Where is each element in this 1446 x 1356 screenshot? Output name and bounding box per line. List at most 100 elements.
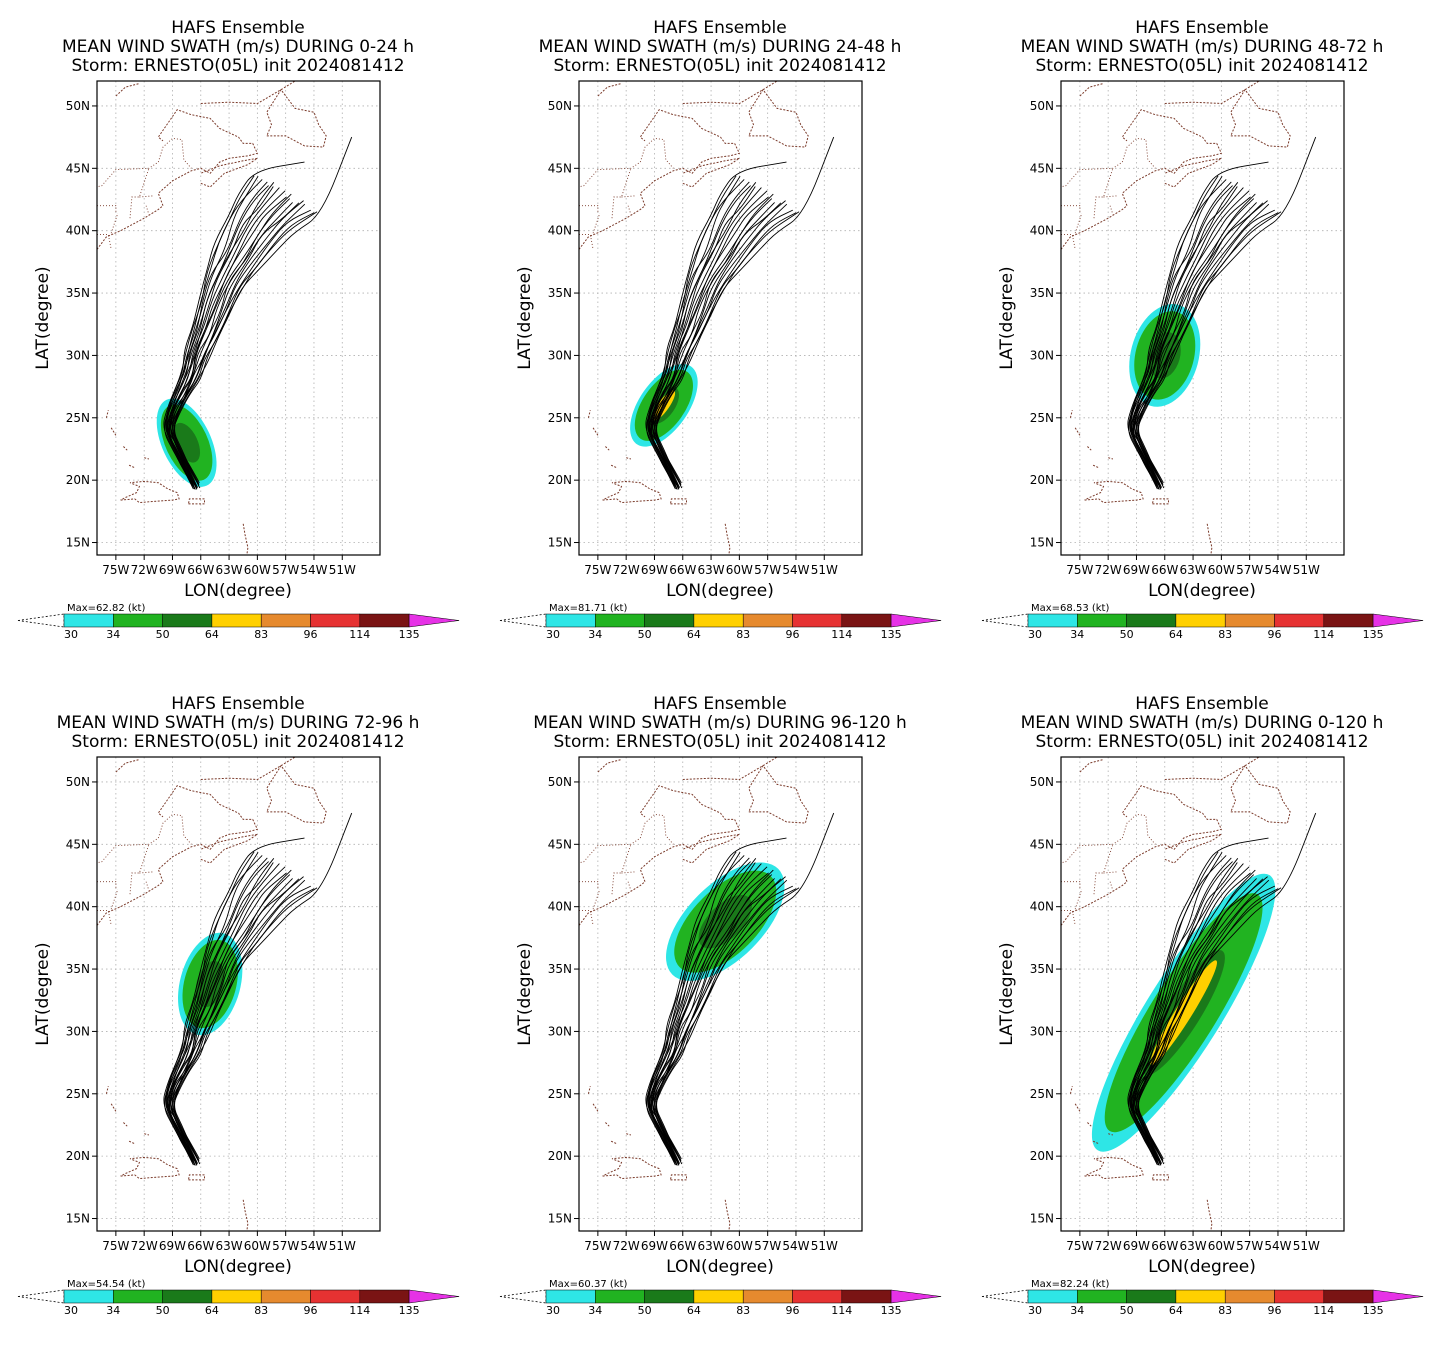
state-line: [579, 233, 594, 250]
panel-subtitle: MEAN WIND SWATH (m/s) DURING 0-24 h: [62, 37, 414, 57]
coastline: [200, 757, 296, 781]
state-line: [110, 889, 119, 910]
colorbar-tick-label: 50: [638, 628, 652, 641]
colorbar-high-extension: [1372, 1289, 1424, 1304]
y-axis-label: LAT(degree): [997, 266, 1017, 369]
state-line: [1061, 233, 1076, 250]
coastlines: [97, 757, 327, 1230]
colorbar-bin-5: [742, 613, 793, 628]
colorbar: 30 34 50 64 83 96 114 135 Max=62.82 (kt): [17, 603, 460, 641]
lon-tick-label: 60W: [1208, 1239, 1235, 1253]
colorbar-bin-5: [260, 613, 311, 628]
lon-tick-label: 66W: [1151, 1239, 1178, 1253]
coastline: [1152, 1174, 1169, 1181]
panel-suptitle: HAFS Ensemble: [653, 694, 786, 714]
colorbar-tick-label: 34: [1070, 628, 1084, 641]
colorbar-tick-label: 50: [1120, 1304, 1134, 1317]
coastline: [1164, 81, 1260, 105]
lat-tick-label: 50N: [548, 775, 572, 789]
coastlines: [1061, 757, 1291, 1230]
coastline: [188, 1174, 205, 1181]
coastline: [1061, 785, 1223, 926]
track-line: [654, 209, 793, 486]
lon-tick-label: 60W: [244, 1239, 271, 1253]
colorbar-low-extension: [17, 1289, 65, 1304]
colorbar-tick-label: 34: [588, 628, 602, 641]
map-area: [97, 757, 380, 1231]
colorbar-bin-5: [1224, 613, 1275, 628]
lon-tick-label: 54W: [300, 563, 327, 577]
lat-tick-label: 40N: [548, 224, 572, 238]
map-area: [579, 757, 862, 1231]
panel-subtitle: MEAN WIND SWATH (m/s) DURING 96-120 h: [533, 713, 907, 733]
coastline: [1164, 833, 1222, 864]
track-line: [650, 190, 768, 486]
panel-subtitle: MEAN WIND SWATH (m/s) DURING 72-96 h: [57, 713, 420, 733]
colorbar-tick-label: 83: [254, 1304, 268, 1317]
lon-tick-label: 69W: [1123, 1239, 1150, 1253]
colorbar-bin-2: [595, 613, 645, 628]
track-line: [655, 211, 800, 484]
state-line: [621, 195, 636, 198]
map-grid: [97, 81, 380, 555]
state-line: [1074, 213, 1083, 234]
lat-tick-label: 30N: [66, 348, 90, 362]
map-frame: [578, 80, 863, 556]
lon-tick-label: 69W: [159, 563, 186, 577]
colorbar-tick-label: 114: [831, 1304, 852, 1317]
colorbar-tick-label: 96: [786, 628, 800, 641]
lon-tick-label: 51W: [329, 563, 356, 577]
state-line: [145, 881, 150, 891]
coastline: [266, 764, 327, 824]
ensemble-tracks: [645, 812, 835, 1166]
lon-tick-label: 57W: [754, 1239, 781, 1253]
lon-tick-label: 63W: [697, 1239, 724, 1253]
lat-tick-label: 35N: [1030, 286, 1054, 300]
x-axis-label: LON(degree): [184, 581, 292, 601]
lon-tick-label: 51W: [329, 1239, 356, 1253]
coastline: [748, 764, 809, 824]
coastline: [188, 498, 205, 505]
colorbar-tick-label: 96: [1268, 1304, 1282, 1317]
coastline-bahamas: [1074, 1103, 1081, 1112]
lat-tick-label: 45N: [66, 161, 90, 175]
colorbar-tick-label: 135: [881, 628, 902, 641]
colorbar-bin-4: [211, 613, 262, 628]
state-line: [97, 205, 117, 212]
track-line: [1133, 872, 1251, 1165]
state-line: [139, 195, 154, 198]
colorbar-tick-label: 34: [106, 1304, 120, 1317]
state-line: [129, 168, 150, 219]
lat-tick-label: 30N: [66, 1024, 90, 1038]
colorbar-high-extension: [1372, 613, 1424, 628]
coastline: [242, 523, 249, 554]
track-line: [651, 196, 769, 489]
colorbar-tick-label: 83: [736, 628, 750, 641]
lat-tick-label: 20N: [1030, 473, 1054, 487]
lon-tick-label: 57W: [1236, 1239, 1263, 1253]
colorbar-bin-3: [644, 1289, 695, 1304]
colorbar-tick-label: 30: [546, 1304, 560, 1317]
map-frame: [578, 756, 863, 1232]
state-line: [579, 205, 599, 212]
lon-tick-label: 75W: [584, 1239, 611, 1253]
colorbar-bin-3: [162, 1289, 213, 1304]
track-line: [1137, 887, 1282, 1160]
coastline-bahamas: [626, 457, 632, 460]
state-line: [97, 881, 117, 888]
lon-tick-label: 60W: [1208, 563, 1235, 577]
lat-tick-label: 25N: [548, 411, 572, 425]
lat-tick-label: 20N: [66, 1149, 90, 1163]
coastline-bahamas: [123, 446, 128, 451]
lon-tick-label: 75W: [584, 563, 611, 577]
state-line: [1109, 881, 1114, 891]
coastline: [115, 759, 140, 773]
coastline-bahamas: [110, 427, 117, 436]
state-line: [1061, 205, 1081, 212]
state-line: [139, 871, 154, 874]
coastline-bahamas: [144, 1133, 150, 1136]
colorbar-tick-label: 114: [349, 628, 370, 641]
colorbar-bin-6: [1274, 613, 1325, 628]
coastline: [670, 1174, 687, 1181]
lon-tick-label: 69W: [1123, 563, 1150, 577]
